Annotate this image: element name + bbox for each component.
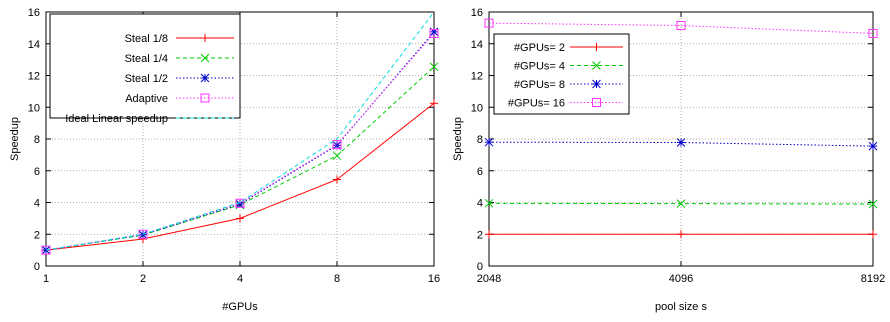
data-point bbox=[430, 99, 438, 108]
x-tick-label: 4096 bbox=[669, 273, 693, 285]
legend-marker bbox=[200, 93, 210, 103]
legend-label: #GPUs= 8 bbox=[514, 79, 565, 91]
legend-label: #GPUs= 4 bbox=[514, 61, 565, 73]
legend-label: Steal 1/8 bbox=[125, 33, 168, 45]
legend: #GPUs= 2 #GPUs= 4 #GPUs= 8 #GPUs= 16 bbox=[493, 33, 630, 115]
x-tick-label: 16 bbox=[428, 273, 440, 285]
series-1 bbox=[485, 230, 877, 239]
y-tick-label: 16 bbox=[471, 7, 483, 19]
data-point bbox=[485, 230, 493, 239]
legend-label: Ideal Linear speedup bbox=[65, 113, 168, 125]
y-tick-label: 8 bbox=[34, 134, 40, 146]
series-line bbox=[45, 33, 435, 251]
data-point bbox=[868, 199, 878, 209]
x-tick-label: 4 bbox=[237, 273, 243, 285]
legend-item: Steal 1/4 bbox=[125, 53, 234, 65]
data-point bbox=[484, 18, 494, 28]
y-axis-title: Speedup bbox=[9, 117, 21, 161]
legend-label: #GPUs= 16 bbox=[508, 98, 565, 110]
x-tick-label: 2048 bbox=[477, 273, 501, 285]
data-point bbox=[41, 245, 51, 255]
y-tick-label: 10 bbox=[471, 102, 483, 114]
y-tick-label: 10 bbox=[28, 102, 40, 114]
series-5 bbox=[45, 11, 435, 251]
data-point bbox=[676, 138, 686, 147]
legend-item: Steal 1/2 bbox=[125, 73, 234, 85]
x-tick-label: 1 bbox=[43, 273, 49, 285]
data-point bbox=[332, 151, 342, 161]
y-tick-label: 14 bbox=[28, 39, 40, 51]
data-point bbox=[138, 229, 148, 239]
y-tick-label: 14 bbox=[471, 39, 483, 51]
legend-item: Adaptive bbox=[125, 93, 234, 105]
legend-item: #GPUs= 8 bbox=[514, 79, 623, 91]
data-point bbox=[868, 141, 878, 151]
legend: Steal 1/8 Steal 1/4 Steal 1/2 Adaptive Ideal… bbox=[49, 13, 241, 125]
legend-item: #GPUs= 2 bbox=[514, 42, 623, 54]
chart-2: 0 2 4 6 8 10 12 14 16 2048 4096 8192 pool size s Spee… bbox=[452, 7, 885, 313]
data-point bbox=[429, 28, 439, 38]
legend-box bbox=[49, 13, 241, 119]
legend-item: #GPUs= 16 bbox=[508, 98, 623, 110]
y-tick-label: 12 bbox=[28, 71, 40, 83]
data-point bbox=[236, 214, 244, 223]
y-tick-label: 6 bbox=[34, 166, 40, 178]
series-line bbox=[488, 141, 874, 147]
legend-item: #GPUs= 4 bbox=[514, 61, 623, 73]
legend-marker bbox=[592, 61, 601, 70]
x-axis-title: pool size s bbox=[655, 301, 707, 313]
series-4 bbox=[484, 18, 878, 38]
data-point bbox=[676, 20, 686, 30]
y-tick-label: 2 bbox=[477, 229, 483, 241]
y-tick-label: 2 bbox=[34, 229, 40, 241]
data-point bbox=[484, 137, 494, 147]
y-tick-label: 6 bbox=[477, 166, 483, 178]
legend-marker bbox=[200, 73, 210, 83]
data-point bbox=[333, 175, 341, 184]
x-axis-title: #GPUs bbox=[222, 301, 258, 313]
data-point bbox=[868, 28, 878, 38]
legend-marker bbox=[592, 98, 601, 107]
data-point bbox=[677, 230, 685, 239]
y-tick-label: 0 bbox=[477, 261, 483, 273]
legend-item: Steal 1/8 bbox=[125, 33, 234, 45]
plot-frame bbox=[45, 11, 435, 267]
data-point bbox=[332, 140, 342, 150]
legend-marker bbox=[592, 79, 601, 89]
series-line bbox=[488, 22, 874, 34]
data-point bbox=[484, 198, 494, 208]
x-tick-label: 8192 bbox=[861, 273, 885, 285]
x-tick-label: 2 bbox=[140, 273, 146, 285]
legend-marker bbox=[201, 34, 209, 42]
y-tick-label: 4 bbox=[34, 198, 40, 210]
legend-marker bbox=[592, 43, 601, 51]
legend-label: Adaptive bbox=[125, 93, 168, 105]
series-3 bbox=[484, 137, 878, 151]
y-axis-title: Speedup bbox=[452, 117, 464, 161]
x-tick-label: 8 bbox=[334, 273, 340, 285]
y-tick-label: 16 bbox=[28, 7, 40, 19]
data-point bbox=[429, 62, 439, 72]
y-tick-label: 12 bbox=[471, 71, 483, 83]
data-point bbox=[869, 230, 877, 239]
y-tick-label: 0 bbox=[34, 261, 40, 273]
series-2 bbox=[484, 198, 878, 209]
legend-item: Ideal Linear speedup bbox=[65, 113, 234, 125]
legend-marker bbox=[200, 53, 210, 63]
y-tick-label: 8 bbox=[477, 134, 483, 146]
legend-label: Steal 1/2 bbox=[125, 73, 168, 85]
series-line bbox=[45, 11, 435, 251]
data-point bbox=[676, 199, 686, 208]
legend-label: #GPUs= 2 bbox=[514, 42, 565, 54]
data-point bbox=[332, 140, 342, 150]
y-tick-label: 4 bbox=[477, 198, 483, 210]
legend-label: Steal 1/4 bbox=[125, 53, 168, 65]
